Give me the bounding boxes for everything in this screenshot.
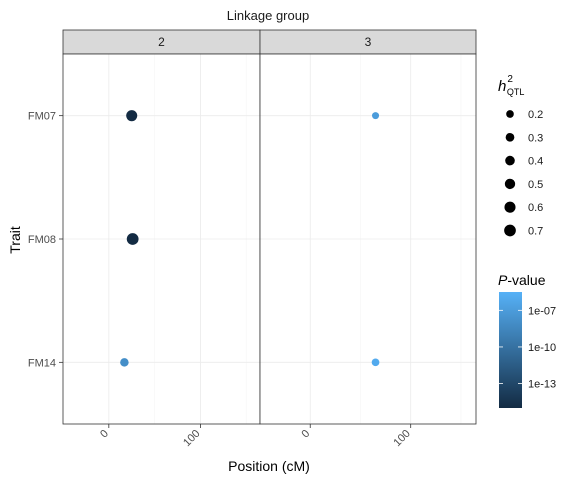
- y-axis-title: Trait: [7, 226, 23, 254]
- y-tick-label: FM08: [28, 234, 56, 246]
- x-tick-label: 100: [391, 428, 412, 449]
- x-tick-label: 100: [181, 428, 202, 449]
- color-bar: [499, 292, 522, 408]
- size-legend: h2 QTL 0.2 0.3 0.4 0.5 0.6 0.7: [498, 74, 543, 238]
- color-legend-label: 1e-07: [528, 305, 556, 317]
- data-point-fm07-lg3: [372, 112, 379, 119]
- size-legend-label: 0.3: [528, 132, 543, 144]
- data-point-fm14-lg3: [372, 359, 380, 367]
- size-legend-key: [504, 225, 516, 237]
- x-axis: 0 100 0 100: [98, 424, 413, 449]
- size-legend-label: 0.2: [528, 109, 543, 121]
- size-legend-key: [505, 156, 515, 166]
- size-legend-label: 0.7: [528, 226, 543, 238]
- x-tick-label: 0: [300, 428, 313, 441]
- size-legend-label: 0.6: [528, 202, 543, 214]
- y-axis: FM07 FM08 FM14: [28, 111, 63, 370]
- size-legend-label: 0.5: [528, 179, 543, 191]
- x-axis-title: Position (cM): [228, 458, 310, 474]
- x-tick-label: 0: [98, 428, 111, 441]
- color-legend-title: P-value: [498, 272, 546, 288]
- data-point-fm07-lg2: [126, 110, 137, 121]
- chart-title: Linkage group: [227, 8, 309, 23]
- y-tick-label: FM14: [28, 357, 56, 369]
- color-legend: P-value 1e-07 1e-10 1e-13: [498, 272, 556, 408]
- facet-panel-2: 2: [63, 30, 260, 424]
- facet-panel-3: 3: [260, 30, 476, 424]
- size-legend-key: [506, 110, 514, 118]
- facet-strip-label: 3: [365, 35, 372, 49]
- size-legend-title: h2 QTL: [498, 74, 524, 97]
- size-legend-key: [506, 133, 515, 142]
- facet-strip-label: 2: [158, 35, 165, 49]
- color-legend-label: 1e-10: [528, 342, 556, 354]
- color-legend-label: 1e-13: [528, 379, 556, 391]
- size-legend-key: [505, 179, 515, 189]
- data-point-fm08-lg2: [127, 233, 139, 245]
- size-legend-key: [504, 202, 515, 213]
- data-point-fm14-lg2: [120, 358, 129, 367]
- y-tick-label: FM07: [28, 111, 56, 123]
- size-legend-label: 0.4: [528, 156, 543, 168]
